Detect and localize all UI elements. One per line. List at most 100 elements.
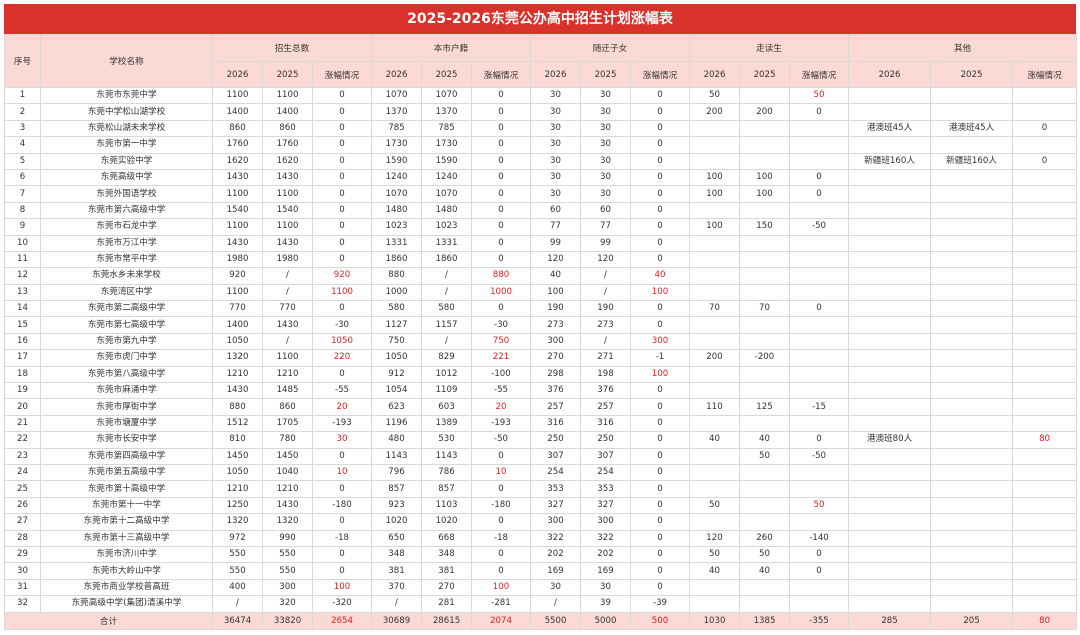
table-cell: 200: [689, 349, 740, 367]
table-cell: 857: [421, 480, 472, 498]
table-cell: 0: [1012, 152, 1078, 170]
table-cell: -55: [312, 382, 372, 400]
row-number: 19: [4, 382, 41, 400]
table-cell: 60: [530, 201, 581, 220]
table-row: 19 东莞市麻涌中学 1430 1485 -55 1054 1109 -55 376 376 0: [4, 382, 1078, 400]
table-row: 9 东莞市石龙中学 1100 1100 0 1023 1023 0 77 77 0 100 150 -50: [4, 218, 1078, 236]
table-cell: 307: [530, 447, 581, 465]
table-cell: 30: [530, 136, 581, 154]
school-name: 东莞市大岭山中学: [40, 562, 213, 580]
table-cell: 972: [212, 529, 263, 547]
table-cell: 1590: [421, 152, 472, 170]
total-cell: -355: [788, 611, 850, 630]
table-cell: 40: [739, 431, 790, 449]
table-cell: -140: [788, 529, 850, 547]
table-cell: [848, 185, 932, 203]
table-cell: 880: [371, 267, 422, 285]
table-row: 13 东莞湾区中学 1100/1100 1000/1000 100/100: [4, 283, 1078, 302]
table-cell: 0: [312, 250, 372, 269]
table-cell: [848, 103, 932, 121]
table-cell: /: [212, 595, 263, 613]
table-cell: 50: [739, 545, 790, 564]
total-cell: 5000: [580, 611, 631, 630]
table-cell: 0: [630, 119, 690, 138]
table-cell: 376: [580, 382, 631, 400]
table-cell: -15: [788, 398, 850, 416]
school-name: 东莞水乡未来学校: [40, 267, 213, 285]
school-name: 东莞市东莞中学: [40, 86, 213, 105]
table-cell: 1240: [371, 168, 422, 187]
school-name: 东莞市第九中学: [40, 332, 213, 351]
table-cell: [788, 480, 850, 498]
table-cell: 30: [530, 168, 581, 187]
table-cell: 370: [371, 578, 422, 597]
total-cell: 36474: [212, 611, 263, 630]
table-cell: 0: [630, 185, 690, 203]
table-row: 15 东莞市第七高级中学 1400 1430 -30 1127 1157 -30 273 273 0: [4, 316, 1078, 334]
table-cell: [848, 382, 932, 400]
table-row: 7 东莞外国语学校 1100 1100 0 1070 1070 0 30 30 0 100 100 0: [4, 185, 1078, 203]
table-cell: [848, 250, 932, 269]
table-cell: 1430: [262, 496, 313, 515]
table-cell: 348: [371, 545, 422, 564]
table-cell: 190: [580, 300, 631, 318]
table-cell: [739, 283, 790, 302]
table-row: 10 东莞市万江中学 1430 1430 0 1331 1331 0 99 99 0: [4, 234, 1078, 252]
table-cell: 0: [630, 431, 690, 449]
total-label: 合计: [4, 611, 213, 630]
school-name: 东莞市第五高级中学: [40, 463, 213, 482]
table-cell: [930, 201, 1014, 220]
table-row: 16 东莞市第九中学 1050/1050 750/750 300/300: [4, 332, 1078, 351]
table-cell: 327: [580, 496, 631, 515]
table-cell: [930, 185, 1014, 203]
table-cell: 785: [371, 119, 422, 138]
table-cell: 1760: [212, 136, 263, 154]
table-cell: 220: [312, 349, 372, 367]
table-cell: 257: [530, 398, 581, 416]
table-row: 28 东莞市第十三高级中学 972 990 -18 650 668 -18 322 322 0 120…: [4, 529, 1078, 547]
table-cell: 923: [371, 496, 422, 515]
table-cell: /: [371, 595, 422, 613]
school-name: 东莞市第十二高级中学: [40, 513, 213, 531]
table-cell: 1430: [262, 316, 313, 334]
table-cell: -200: [739, 349, 790, 367]
table-cell: 1100: [312, 283, 372, 302]
table-cell: 1320: [212, 349, 263, 367]
table-cell: -281: [471, 595, 531, 613]
school-name: 东莞中学松山湖学校: [40, 103, 213, 121]
table-cell: 270: [530, 349, 581, 367]
table-cell: 10: [312, 463, 372, 482]
table-cell: 1109: [421, 382, 472, 400]
table-cell: 1127: [371, 316, 422, 334]
table-cell: 40: [530, 267, 581, 285]
school-name: 东莞高级中学(集团)清溪中学: [40, 595, 213, 613]
school-name: 东莞市济川中学: [40, 545, 213, 564]
table-cell: 120: [580, 250, 631, 269]
school-name: 东莞市第一中学: [40, 136, 213, 154]
table-cell: 1430: [212, 382, 263, 400]
table-cell: [930, 300, 1014, 318]
header-school: 学校名称: [40, 34, 213, 88]
table-cell: /: [580, 267, 631, 285]
table-row: 24 东莞市第五高级中学 1050 1040 10 796 786 10 254 254 0: [4, 463, 1078, 482]
table-cell: [689, 595, 740, 613]
table-cell: [739, 382, 790, 400]
table-cell: [848, 595, 932, 613]
table-row: 32 东莞高级中学(集团)清溪中学/320 -320/281 -281/39 -39: [4, 595, 1078, 613]
table-cell: 0: [630, 496, 690, 515]
table-cell: -30: [312, 316, 372, 334]
table-cell: 1331: [371, 234, 422, 252]
subheader-cell: 2025: [421, 61, 472, 88]
table-cell: 40: [689, 562, 740, 580]
table-cell: 1100: [212, 283, 263, 302]
table-row: 27 东莞市第十二高级中学 1320 1320 0 1020 1020 0 300 300 0: [4, 513, 1078, 531]
table-cell: /: [262, 267, 313, 285]
table-cell: [788, 152, 850, 170]
table-cell: [689, 513, 740, 531]
table-cell: 39: [580, 595, 631, 613]
table-cell: [848, 136, 932, 154]
table-cell: 1450: [212, 447, 263, 465]
table-cell: [1012, 480, 1078, 498]
school-name: 东莞外国语学校: [40, 185, 213, 203]
table-cell: [930, 316, 1014, 334]
